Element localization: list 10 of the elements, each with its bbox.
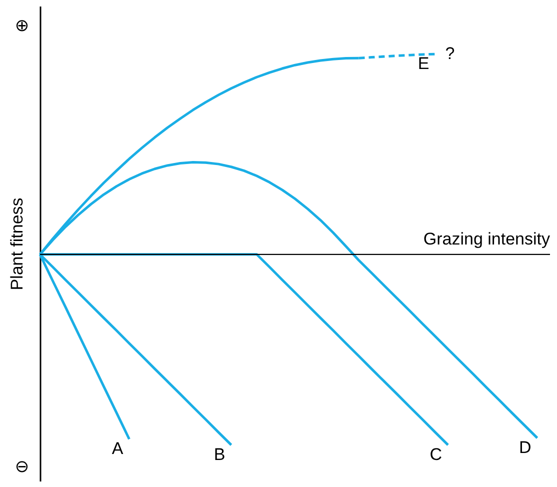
series-label: B (214, 444, 226, 464)
x-axis-title: Grazing intensity (423, 229, 550, 248)
annotation: ? (445, 44, 455, 64)
series-label: A (112, 439, 124, 458)
text: ⊕ (14, 16, 30, 36)
y-axis-title: Plant fitness (8, 198, 26, 290)
series-label: C (430, 444, 442, 464)
series-label: D (518, 438, 532, 457)
text: ⊖ (14, 456, 30, 477)
series-label: E (418, 54, 430, 74)
